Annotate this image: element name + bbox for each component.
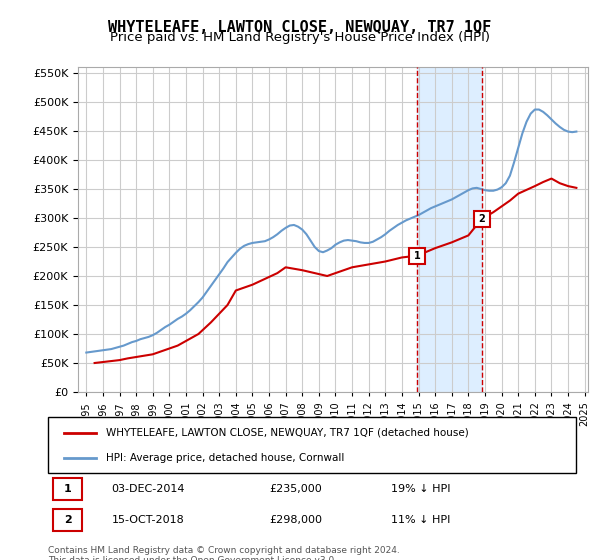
Text: 1: 1 xyxy=(64,484,71,494)
Text: 03-DEC-2014: 03-DEC-2014 xyxy=(112,484,185,494)
Text: 1: 1 xyxy=(414,251,421,261)
Text: 11% ↓ HPI: 11% ↓ HPI xyxy=(391,515,451,525)
Text: WHYTELEAFE, LAWTON CLOSE, NEWQUAY, TR7 1QF (detached house): WHYTELEAFE, LAWTON CLOSE, NEWQUAY, TR7 1… xyxy=(106,428,469,438)
Text: 2: 2 xyxy=(478,214,485,224)
Text: Contains HM Land Registry data © Crown copyright and database right 2024.
This d: Contains HM Land Registry data © Crown c… xyxy=(48,546,400,560)
Bar xyxy=(417,67,482,392)
Text: 2: 2 xyxy=(64,515,71,525)
Text: £235,000: £235,000 xyxy=(270,484,323,494)
Text: WHYTELEAFE, LAWTON CLOSE, NEWQUAY, TR7 1QF: WHYTELEAFE, LAWTON CLOSE, NEWQUAY, TR7 1… xyxy=(109,20,491,35)
Text: £298,000: £298,000 xyxy=(270,515,323,525)
FancyBboxPatch shape xyxy=(53,508,82,531)
Text: 19% ↓ HPI: 19% ↓ HPI xyxy=(391,484,451,494)
Text: Price paid vs. HM Land Registry's House Price Index (HPI): Price paid vs. HM Land Registry's House … xyxy=(110,31,490,44)
Text: 15-OCT-2018: 15-OCT-2018 xyxy=(112,515,184,525)
FancyBboxPatch shape xyxy=(48,417,576,473)
Text: HPI: Average price, detached house, Cornwall: HPI: Average price, detached house, Corn… xyxy=(106,452,344,463)
FancyBboxPatch shape xyxy=(53,478,82,500)
